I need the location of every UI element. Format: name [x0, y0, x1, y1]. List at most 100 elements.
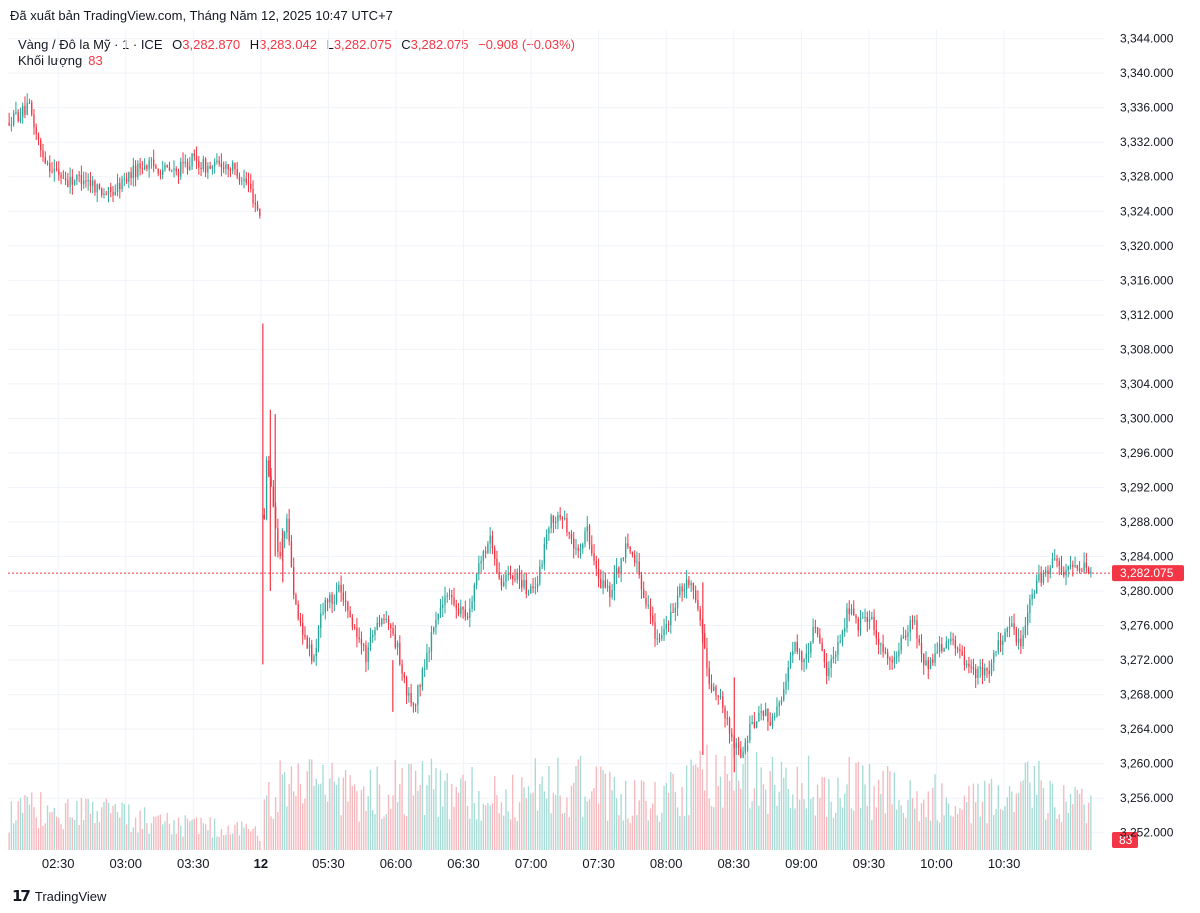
volume-bar	[760, 767, 762, 850]
candle-body	[150, 159, 153, 161]
candle-body	[595, 560, 597, 569]
volume-bar	[180, 825, 182, 850]
candle-body	[1013, 623, 1015, 629]
candle-body	[850, 608, 853, 615]
volume-bar	[814, 815, 817, 850]
volume-bar	[433, 789, 435, 850]
volume-bar	[1002, 810, 1004, 850]
candle-body	[403, 673, 406, 678]
volume-bar	[444, 780, 446, 850]
volume-bar	[654, 781, 656, 850]
volume-bar	[19, 798, 22, 850]
candle-body	[532, 586, 534, 589]
candle-body	[374, 629, 376, 636]
candle-body	[984, 668, 986, 676]
candle-body	[73, 180, 76, 185]
volume-bar	[222, 835, 225, 850]
volume-bar	[884, 813, 887, 850]
volume-bar	[274, 797, 277, 850]
volume-bar	[166, 812, 168, 850]
candle-body	[290, 541, 293, 568]
candle-body	[24, 105, 26, 115]
volume-bar	[141, 829, 144, 850]
volume-bar	[665, 782, 667, 850]
candle-body	[313, 656, 315, 662]
candle-body	[656, 638, 658, 640]
candle-body	[877, 638, 880, 645]
candle-body	[1056, 558, 1058, 562]
volume-bar	[182, 836, 184, 850]
volume-bar	[304, 798, 306, 850]
candle-body	[15, 111, 17, 114]
candle-body	[40, 139, 42, 151]
candle-body	[78, 174, 80, 176]
volume-bar	[825, 817, 828, 850]
candle-body	[934, 653, 936, 663]
volume-bar	[399, 784, 401, 850]
candle-body	[681, 586, 683, 592]
volume-bar	[437, 816, 439, 850]
volume-bar	[945, 797, 948, 850]
candle-body	[1040, 573, 1042, 583]
candle-body	[624, 543, 627, 558]
volume-bar	[835, 812, 837, 850]
volume-bar	[636, 814, 638, 850]
candle-body	[487, 543, 489, 553]
volume-bar	[365, 811, 367, 850]
volume-bar	[195, 817, 198, 850]
volume-bar	[15, 820, 17, 850]
y-tick-label: 3,332.000	[1120, 135, 1174, 149]
volume-bar	[333, 781, 336, 850]
candle-body	[694, 590, 697, 601]
symbol-label[interactable]: Vàng / Đô la Mỹ · 1 · ICE	[18, 37, 163, 52]
candle-body	[496, 558, 498, 573]
volume-bar	[1087, 802, 1090, 850]
volume-bar	[801, 782, 803, 850]
volume-bar	[381, 818, 383, 850]
candle-body	[844, 628, 846, 632]
candle-body	[392, 628, 394, 634]
volume-bar	[1045, 819, 1047, 850]
volume-bar	[442, 806, 444, 850]
volume-bar	[819, 797, 821, 850]
candle-body	[268, 460, 270, 477]
volume-bar	[51, 811, 53, 850]
volume-bar	[184, 815, 186, 850]
volume-bar	[35, 817, 37, 850]
volume-bar	[311, 759, 313, 850]
candle-body	[238, 176, 241, 181]
volume-bar	[988, 783, 990, 850]
candle-body	[685, 579, 688, 590]
candle-body	[462, 606, 464, 610]
volume-label[interactable]: Khối lượng	[18, 53, 83, 68]
volume-bar	[268, 781, 270, 850]
candle-body	[652, 615, 654, 623]
candle-body	[1083, 562, 1085, 572]
tradingview-brand[interactable]: 17 TradingView	[12, 887, 106, 905]
volume-bar	[548, 766, 550, 850]
volume-bar	[981, 801, 984, 850]
volume-bar	[586, 801, 588, 850]
volume-bar	[259, 841, 261, 850]
candle-body	[157, 168, 159, 174]
volume-bar	[952, 816, 954, 850]
x-tick-label: 09:00	[785, 856, 818, 871]
candle-body	[602, 580, 604, 589]
volume-bar	[672, 773, 674, 850]
volume-bar	[997, 785, 999, 850]
volume-bar	[94, 823, 96, 850]
volume-bar	[970, 823, 972, 850]
candle-body	[225, 164, 227, 169]
volume-bar	[661, 812, 663, 850]
candle-body	[972, 667, 975, 669]
volume-bar	[234, 824, 236, 850]
candle-body	[433, 627, 435, 632]
candle-body	[645, 598, 647, 606]
volume-bar	[430, 758, 433, 850]
volume-bar	[1038, 760, 1040, 850]
candle-body	[674, 607, 677, 613]
volume-bar	[509, 819, 512, 850]
last-price-tag	[1112, 565, 1184, 582]
price-axis: 3,344.000 3,340.000 3,336.000 3,332.000 3,32…	[1120, 32, 1174, 840]
